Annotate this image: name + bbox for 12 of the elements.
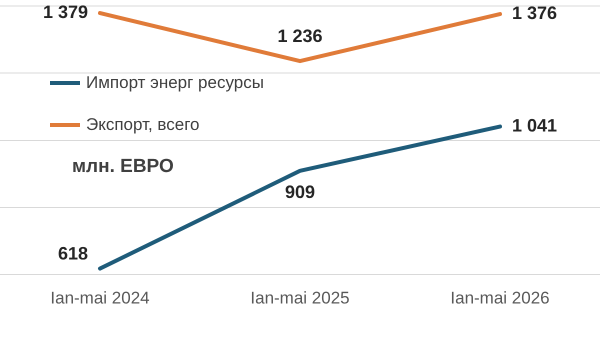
data-label: 618 (58, 244, 88, 264)
legend-label: Экспорт, всего (86, 115, 200, 135)
data-label: 1 379 (42, 2, 88, 22)
legend-label: Импорт энерг ресурсы (86, 73, 264, 93)
x-tick-label: Ian-mai 2026 (450, 288, 550, 308)
x-tick-label: Ian-mai 2024 (50, 288, 150, 308)
x-tick-label: Ian-mai 2025 (250, 288, 350, 308)
data-label: 1 376 (512, 3, 558, 24)
data-label: 1 236 (277, 26, 323, 46)
data-label: 909 (284, 182, 316, 202)
data-label: 1 041 (512, 116, 558, 136)
annotation: млн. ЕВРО (72, 156, 174, 178)
